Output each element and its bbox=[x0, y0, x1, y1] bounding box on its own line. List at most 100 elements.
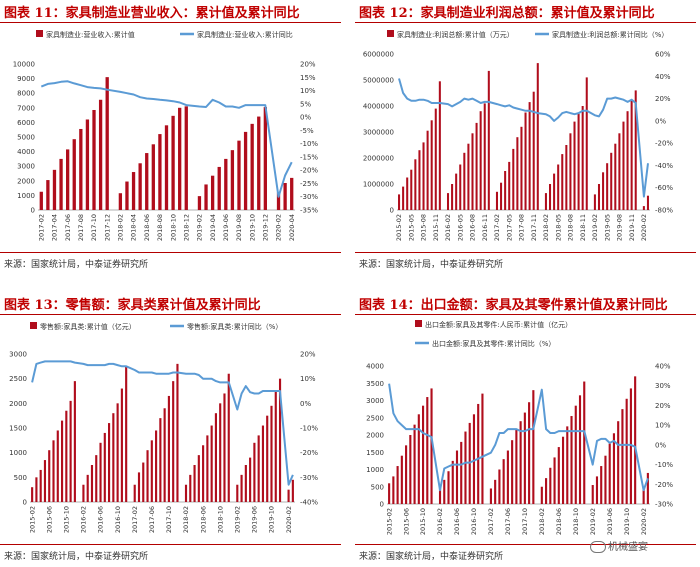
bar bbox=[549, 467, 552, 504]
x-tick-label: 2019-02 bbox=[196, 214, 204, 241]
bar bbox=[434, 108, 437, 210]
bar bbox=[410, 169, 413, 210]
bar bbox=[204, 184, 208, 210]
x-tick-label: 2016-06 bbox=[453, 508, 461, 535]
bar bbox=[155, 430, 158, 502]
y-tick-right: 20% bbox=[655, 402, 671, 410]
y-tick-left: 3000 bbox=[17, 163, 35, 171]
bar bbox=[167, 395, 170, 502]
bar bbox=[287, 489, 290, 502]
bar bbox=[159, 418, 162, 502]
x-tick-label: 2015-06 bbox=[45, 506, 53, 533]
bar bbox=[400, 455, 403, 504]
bar bbox=[512, 148, 515, 210]
bar bbox=[60, 420, 64, 502]
x-tick-label: 2017-12 bbox=[103, 214, 111, 241]
x-tick-label: 2017-08 bbox=[77, 214, 85, 241]
y-tick-right: 10% bbox=[300, 87, 316, 95]
bar bbox=[35, 477, 38, 502]
bar bbox=[266, 415, 269, 502]
x-tick-label: 2016-10 bbox=[114, 506, 122, 533]
bar bbox=[606, 163, 609, 210]
bar bbox=[214, 413, 217, 502]
legend: 零售额:家具类:累计值（亿元） 零售额:家具类:累计同比（%） bbox=[30, 322, 282, 331]
bar bbox=[549, 184, 552, 210]
bar bbox=[455, 173, 458, 210]
x-tick-label: 2019-02 bbox=[591, 214, 599, 241]
bar bbox=[463, 152, 466, 210]
bar bbox=[422, 142, 425, 210]
bar bbox=[528, 102, 531, 210]
x-tick-label: 2017-02 bbox=[37, 214, 45, 241]
y-tick-left: 5000 bbox=[17, 134, 35, 142]
bar bbox=[570, 416, 573, 504]
x-tick-label: 2019-02 bbox=[589, 508, 597, 535]
x-tick-label: 2017-05 bbox=[505, 214, 513, 241]
bar bbox=[116, 403, 119, 502]
x-tick-label: 2019-02 bbox=[233, 506, 241, 533]
bar bbox=[646, 472, 649, 504]
chart-area: 出口金额:家具及其零件:人民币:累计值（亿元） 出口金额:家具及其零件:累计同比（… bbox=[366, 320, 673, 535]
bar bbox=[610, 152, 613, 210]
y-tick-right: 0% bbox=[655, 117, 666, 125]
x-tick-label: 2017-10 bbox=[521, 508, 529, 535]
y-tick-left: 1500 bbox=[9, 425, 27, 433]
x-tick-label: 2017-10 bbox=[165, 506, 173, 533]
bar bbox=[642, 486, 645, 504]
bar bbox=[574, 405, 577, 504]
bar bbox=[52, 169, 57, 210]
y-tick-left: 3500 bbox=[366, 380, 384, 388]
x-tick-label: 2018-02 bbox=[542, 214, 550, 241]
series-line bbox=[40, 80, 293, 198]
bar bbox=[125, 181, 129, 210]
bar bbox=[402, 186, 405, 210]
bar bbox=[43, 460, 47, 502]
bar bbox=[646, 195, 649, 210]
bar bbox=[291, 479, 294, 502]
bar bbox=[158, 134, 162, 210]
y-tick-right: -25% bbox=[300, 180, 318, 188]
bar bbox=[133, 484, 136, 502]
x-tick-label: 2017-02 bbox=[131, 506, 139, 533]
bar bbox=[540, 486, 543, 504]
legend-bar-swatch bbox=[30, 322, 37, 329]
x-tick-label: 2019-08 bbox=[235, 214, 243, 241]
bar bbox=[95, 455, 98, 502]
bar bbox=[278, 378, 282, 502]
bar bbox=[151, 144, 155, 210]
legend-bar-label: 家具制造业:利润总额:累计值（万元） bbox=[397, 30, 514, 39]
bar bbox=[500, 182, 503, 210]
x-tick-label: 2017-11 bbox=[530, 214, 538, 241]
x-tick-label: 2018-10 bbox=[169, 214, 177, 241]
bar bbox=[257, 116, 261, 210]
bar bbox=[430, 388, 433, 504]
legend-line-label: 家具制造业:营业收入:累计同比 bbox=[197, 30, 293, 39]
y-tick-right: 40% bbox=[655, 73, 671, 81]
bar bbox=[290, 177, 294, 210]
bar bbox=[523, 412, 526, 504]
bar bbox=[31, 487, 34, 502]
bar bbox=[146, 450, 149, 502]
y-tick-right: 20% bbox=[300, 351, 316, 359]
y-tick-right: -20% bbox=[655, 140, 673, 148]
bar bbox=[426, 397, 429, 504]
x-tick-label: 2018-05 bbox=[554, 214, 562, 241]
x-tick-label: 2015-06 bbox=[402, 508, 410, 535]
x-tick-label: 2016-08 bbox=[469, 214, 477, 241]
bar bbox=[460, 441, 463, 504]
bar bbox=[595, 476, 599, 504]
bar bbox=[566, 426, 569, 504]
y-tick-right: -10% bbox=[300, 140, 318, 148]
y-tick-right: 60% bbox=[655, 51, 671, 59]
bar bbox=[103, 432, 106, 502]
y-tick-left: 1000000 bbox=[363, 181, 394, 189]
bar bbox=[553, 173, 556, 210]
bar bbox=[625, 398, 628, 504]
x-tick-label: 2019-11 bbox=[628, 214, 636, 241]
x-tick-label: 2019-06 bbox=[251, 506, 259, 533]
bar bbox=[621, 409, 624, 504]
y-tick-left: 6000 bbox=[17, 119, 35, 127]
panel-footer: 来源：国家统计局，中泰证券研究所 bbox=[0, 252, 341, 275]
bar bbox=[502, 459, 505, 504]
bar bbox=[417, 414, 420, 504]
